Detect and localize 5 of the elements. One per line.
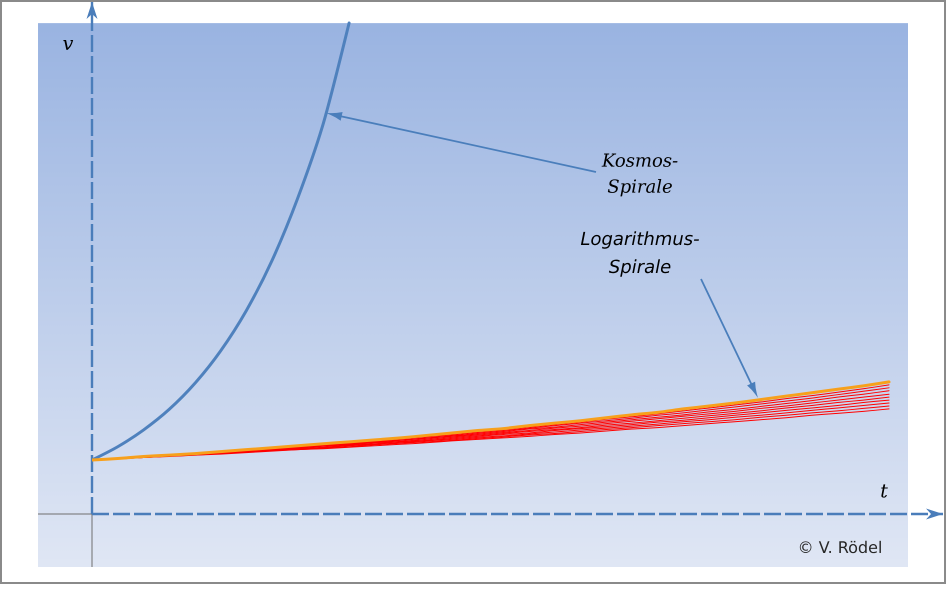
text: Kosmos-Spirale bbox=[602, 154, 678, 196]
text: Logarithmus-Spirale bbox=[580, 231, 699, 277]
text: © V. Rödel bbox=[800, 540, 881, 554]
y-axis-title: v bbox=[63, 40, 74, 50]
x-axis-title: t bbox=[881, 484, 888, 498]
